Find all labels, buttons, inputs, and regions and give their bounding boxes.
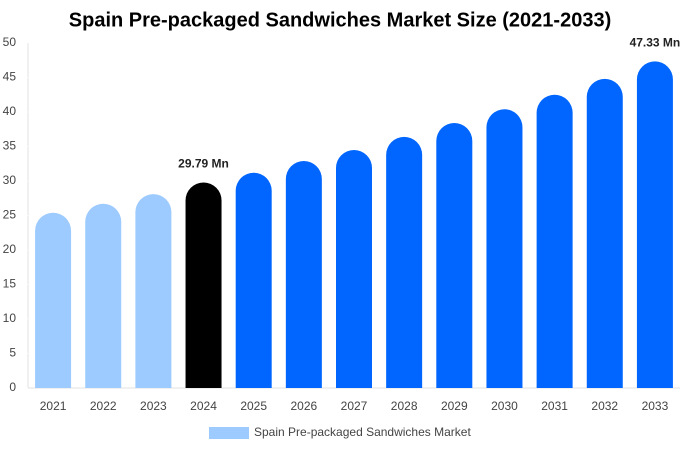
- x-tick-label: 2032: [591, 399, 618, 413]
- bar: [135, 194, 172, 388]
- x-tick-label: 2021: [40, 399, 67, 413]
- bar: [35, 212, 72, 388]
- bar: [285, 160, 322, 388]
- y-tick-label: 30: [3, 173, 17, 187]
- bar: [586, 78, 623, 388]
- x-tick-label: 2033: [642, 399, 669, 413]
- legend-label: Spain Pre-packaged Sandwiches Market: [254, 425, 471, 439]
- x-tick-label: 2023: [140, 399, 167, 413]
- y-tick-label: 20: [3, 242, 17, 256]
- bar: [185, 182, 222, 388]
- x-tick-label: 2029: [441, 399, 468, 413]
- y-tick-label: 25: [3, 208, 17, 222]
- x-tick-label: 2024: [190, 399, 217, 413]
- bar: [235, 172, 272, 388]
- y-tick-label: 10: [3, 311, 17, 325]
- y-tick-label: 40: [3, 104, 17, 118]
- bar: [436, 123, 473, 389]
- x-tick-label: 2030: [491, 399, 518, 413]
- y-tick-label: 45: [3, 70, 17, 84]
- bar: [636, 61, 673, 388]
- legend-swatch: [209, 427, 249, 439]
- x-tick-label: 2031: [541, 399, 568, 413]
- bar: [336, 149, 372, 388]
- value-label: 47.33 Mn: [630, 36, 680, 50]
- x-tick-label: 2026: [290, 399, 317, 413]
- bar: [486, 109, 523, 389]
- y-tick-label: 0: [9, 380, 16, 394]
- bar: [386, 136, 423, 388]
- x-tick-label: 2028: [391, 399, 418, 413]
- x-tick-label: 2022: [90, 399, 117, 413]
- y-tick-label: 50: [3, 35, 17, 49]
- bar: [85, 203, 122, 388]
- value-label: 29.79 Mn: [178, 157, 229, 171]
- chart-title: Spain Pre-packaged Sandwiches Market Siz…: [69, 9, 611, 31]
- bar: [536, 94, 573, 388]
- x-tick-label: 2027: [341, 399, 368, 413]
- y-tick-label: 35: [3, 139, 17, 153]
- x-tick-label: 2025: [240, 399, 267, 413]
- y-tick-label: 15: [3, 277, 17, 291]
- y-tick-label: 5: [9, 346, 16, 360]
